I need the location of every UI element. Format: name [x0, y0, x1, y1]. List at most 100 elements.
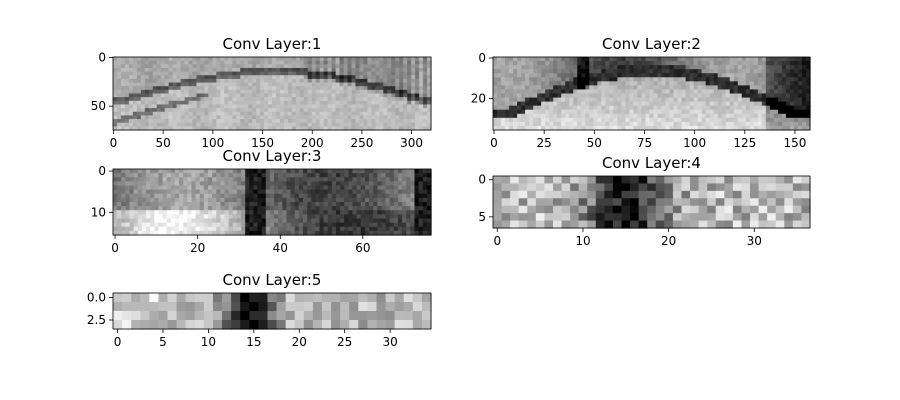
- heatmap-cell: [625, 98, 630, 103]
- heatmap-cell: [419, 112, 424, 116]
- heatmap-cell: [794, 94, 799, 99]
- heatmap-cell: [134, 186, 139, 191]
- heatmap-cell: [577, 94, 582, 99]
- heatmap-cell: [177, 86, 182, 90]
- heatmap-cell: [681, 191, 690, 199]
- heatmap-cell: [798, 69, 803, 74]
- heatmap-cell: [150, 177, 155, 182]
- heatmap-cell: [195, 293, 205, 303]
- heatmap-cell: [359, 72, 364, 76]
- x-tick-label: 0: [110, 136, 118, 150]
- heatmap-cell: [165, 86, 170, 90]
- heatmap-cell: [369, 223, 374, 228]
- heatmap-cell: [286, 177, 291, 182]
- heatmap-cell: [730, 81, 735, 86]
- heatmap-cell: [245, 219, 250, 224]
- heatmap-cell: [308, 64, 313, 68]
- heatmap-cell: [774, 61, 779, 66]
- heatmap-cell: [121, 68, 126, 72]
- heatmap-cell: [196, 181, 201, 186]
- heatmap-cell: [398, 198, 403, 203]
- heatmap-cell: [270, 227, 275, 232]
- heatmap-cell: [145, 72, 150, 76]
- heatmap-cell: [381, 210, 386, 215]
- heatmap-cell: [332, 219, 337, 224]
- heatmap-cell: [419, 198, 424, 203]
- heatmap-cell: [340, 101, 345, 105]
- heatmap-cell: [244, 115, 249, 119]
- heatmap-cell: [186, 320, 196, 330]
- heatmap-cell: [726, 102, 731, 107]
- heatmap-cell: [630, 176, 639, 184]
- heatmap-cell: [371, 75, 376, 79]
- heatmap-cell: [191, 206, 196, 211]
- heatmap-cell: [175, 186, 180, 191]
- heatmap-cell: [200, 75, 205, 79]
- heatmap-cell: [762, 98, 767, 103]
- heatmap-cell: [296, 119, 301, 123]
- heatmap-cell: [776, 183, 785, 191]
- heatmap-cell: [276, 61, 281, 65]
- heatmap-cell: [332, 214, 337, 219]
- heatmap-cell: [597, 118, 602, 123]
- heatmap-cell: [621, 81, 626, 86]
- heatmap-cell: [258, 219, 263, 224]
- heatmap-cell: [117, 169, 122, 174]
- heatmap-cell: [415, 104, 420, 108]
- heatmap-cell: [585, 122, 590, 127]
- heatmap-cell: [304, 101, 309, 105]
- heatmap-cell: [379, 57, 384, 61]
- heatmap-cell: [181, 123, 186, 127]
- heatmap-cell: [357, 181, 362, 186]
- heatmap-cell: [730, 61, 735, 66]
- heatmap-cell: [320, 90, 325, 94]
- heatmap-cell: [664, 183, 673, 191]
- heatmap-cell: [802, 94, 807, 99]
- heatmap-cell: [390, 190, 395, 195]
- heatmap-cell: [734, 57, 739, 62]
- heatmap-cell: [340, 79, 345, 83]
- heatmap-cell: [137, 83, 142, 87]
- heatmap-cell: [328, 214, 333, 219]
- heatmap-cell: [694, 102, 699, 107]
- heatmap-cell: [509, 102, 514, 107]
- heatmap-cell: [324, 90, 329, 94]
- heatmap-cell: [232, 86, 237, 90]
- heatmap-cell: [525, 61, 530, 66]
- heatmap-cell: [331, 293, 341, 303]
- heatmap-cell: [340, 108, 345, 112]
- heatmap-cell: [286, 198, 291, 203]
- heatmap-cell: [541, 98, 546, 103]
- heatmap-cell: [423, 112, 428, 116]
- heatmap-cell: [228, 108, 233, 112]
- heatmap-cell: [399, 112, 404, 116]
- heatmap-cell: [726, 110, 731, 115]
- heatmap-cell: [228, 119, 233, 123]
- heatmap-cell: [237, 219, 242, 224]
- heatmap-cell: [714, 114, 719, 119]
- heatmap-cell: [216, 115, 221, 119]
- heatmap-cell: [320, 68, 325, 72]
- heatmap-cell: [307, 173, 312, 178]
- heatmap-cell: [746, 102, 751, 107]
- heatmap-cell: [658, 114, 663, 119]
- heatmap-cell: [497, 81, 502, 86]
- heatmap-cell: [398, 190, 403, 195]
- heatmap-cell: [191, 194, 196, 199]
- heatmap-cell: [690, 198, 699, 206]
- heatmap-cell: [253, 202, 258, 207]
- heatmap-cell: [383, 101, 388, 105]
- heatmap-cell: [212, 123, 217, 127]
- heatmap-cell: [525, 65, 530, 70]
- heatmap-cell: [784, 198, 793, 206]
- heatmap-cell: [216, 177, 221, 182]
- heatmap-cell: [407, 97, 412, 101]
- heatmap-cell: [196, 115, 201, 119]
- heatmap-cell: [225, 198, 230, 203]
- heatmap-cell: [256, 64, 261, 68]
- heatmap-cell: [407, 68, 412, 72]
- heatmap-cell: [229, 223, 234, 228]
- heatmap-cell: [363, 61, 368, 65]
- heatmap-cell: [280, 97, 285, 101]
- heatmap-cell: [150, 227, 155, 232]
